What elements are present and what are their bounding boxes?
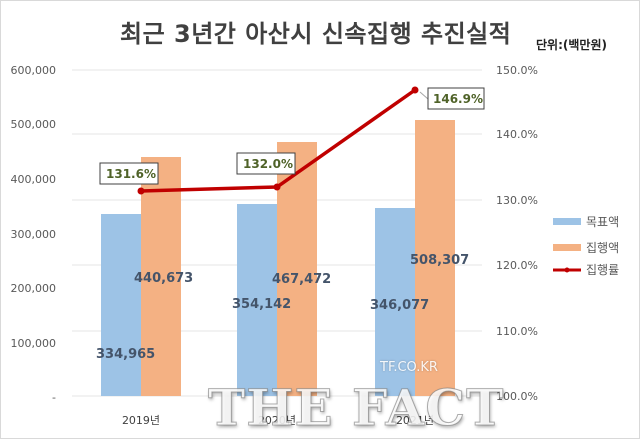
bar-target-2021 [375, 208, 415, 396]
legend-label-executed: 집행액 [586, 240, 619, 255]
right-tick: 120.0% [496, 259, 538, 272]
x-tick: 2020년 [258, 414, 296, 427]
bar-executed-2021 [415, 120, 455, 396]
right-tick: 110.0% [496, 325, 538, 338]
left-tick: 200,000 [11, 282, 57, 295]
legend-label-target: 목표액 [586, 215, 619, 229]
rate-line [137, 86, 429, 195]
watermark-site: TF.CO.KR [380, 360, 438, 375]
legend-swatch-target [553, 218, 581, 225]
target-label: 354,142 [232, 297, 291, 312]
left-tick: 100,000 [11, 337, 57, 350]
left-tick: 400,000 [11, 173, 57, 186]
rate-point [273, 183, 281, 191]
left-tick: 600,000 [11, 64, 57, 77]
chart-title: 최근 3년간 아산시 신속집행 추진실적 [120, 20, 512, 48]
x-tick: 2019년 [122, 414, 160, 427]
bar-executed-2020 [277, 142, 317, 396]
rate-labels: 131.6% 132.0% 146.9% [99, 87, 485, 185]
right-tick: 140.0% [496, 128, 538, 141]
left-tick: 500,000 [11, 118, 57, 131]
executed-label: 508,307 [410, 253, 469, 268]
target-label: 334,965 [96, 347, 155, 362]
right-tick: 100.0% [496, 390, 538, 403]
left-axis: 600,000 500,000 400,000 300,000 200,000 … [11, 64, 57, 404]
legend-label-rate: 집행률 [586, 262, 619, 277]
executed-label: 467,472 [272, 272, 331, 287]
rate-point [137, 187, 145, 195]
right-tick: 150.0% [496, 64, 538, 77]
bar-target-2020 [237, 204, 277, 396]
legend: 목표액 집행액 집행률 [553, 215, 619, 277]
left-tick: 300,000 [11, 228, 57, 241]
right-tick: 130.0% [496, 194, 538, 207]
unit-label: 단위:(백만원) [536, 38, 607, 52]
x-axis: 2019년 2020년 2021년 [122, 414, 434, 427]
bars-target [101, 204, 415, 396]
watermark-brand: THE FACT [207, 378, 505, 438]
rate-label: 131.6% [106, 167, 156, 181]
bar-labels: 334,965 354,142 346,077 440,673 467,472 … [96, 253, 469, 362]
rate-label: 132.0% [243, 157, 293, 171]
rate-label: 146.9% [433, 92, 483, 106]
executed-label: 440,673 [134, 271, 193, 286]
x-tick: 2021년 [396, 414, 434, 427]
legend-swatch-executed [553, 244, 581, 251]
bar-executed-2019 [141, 157, 181, 396]
target-label: 346,077 [370, 298, 429, 313]
left-tick: - [52, 391, 56, 404]
rate-point [411, 86, 419, 94]
right-axis: 150.0% 140.0% 130.0% 120.0% 110.0% 100.0… [496, 64, 538, 403]
bar-target-2019 [101, 214, 141, 396]
